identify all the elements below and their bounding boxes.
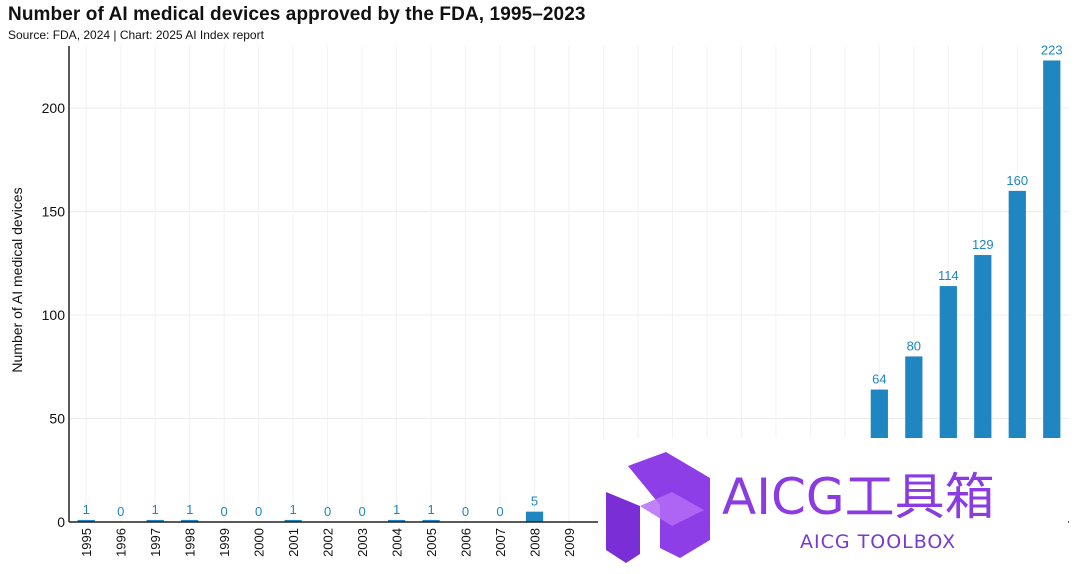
data-label-1999: 0 — [221, 504, 228, 519]
bar-2005 — [422, 519, 440, 522]
y-tick-label: 100 — [42, 307, 66, 323]
x-tick-label-2003: 2003 — [355, 528, 370, 557]
data-label-2003: 0 — [358, 504, 365, 519]
data-labels: 1 0 1 1 0 0 1 0 0 1 1 0 0 5 64 80 114 129 160 223 — [83, 42, 1063, 519]
aicg-logo-icon — [606, 452, 710, 563]
x-tick-label-2006: 2006 — [459, 528, 474, 557]
bar-2008 — [525, 511, 544, 522]
x-tick-label-2002: 2002 — [321, 528, 336, 557]
data-label-2006: 0 — [462, 504, 469, 519]
data-label-2019: 80 — [907, 338, 921, 353]
x-tick-label-2009: 2009 — [562, 528, 577, 557]
data-label-1996: 0 — [117, 504, 124, 519]
data-label-2002: 0 — [324, 504, 331, 519]
y-tick-label: 50 — [49, 411, 65, 427]
bar-1995 — [77, 519, 95, 522]
data-label-2022: 160 — [1006, 173, 1028, 188]
x-tick-label-1997: 1997 — [148, 528, 163, 557]
y-tick-label: 0 — [57, 514, 65, 530]
x-tick-label-2001: 2001 — [286, 528, 301, 557]
bar-2001 — [284, 519, 302, 522]
data-label-2007: 0 — [496, 504, 503, 519]
data-label-1998: 1 — [186, 502, 193, 517]
bar-2023 — [1043, 60, 1061, 522]
y-axis-label: Number of AI medical devices — [9, 187, 25, 372]
data-label-2018: 64 — [872, 372, 886, 387]
bar-1997 — [146, 519, 164, 522]
x-tick-label-2004: 2004 — [390, 528, 405, 557]
y-axis-ticks: 0 50 100 150 200 — [42, 100, 66, 530]
bar-1998 — [181, 519, 199, 522]
data-label-2021: 129 — [972, 237, 994, 252]
watermark-sub: AICG TOOLBOX — [800, 531, 956, 553]
data-label-2005: 1 — [427, 502, 434, 517]
x-tick-label-1999: 1999 — [217, 528, 232, 557]
chart-subtitle: Source: FDA, 2024 | Chart: 2025 AI Index… — [8, 28, 264, 42]
x-tick-label-2005: 2005 — [424, 528, 439, 557]
x-tick-label-1996: 1996 — [114, 528, 129, 557]
data-label-2023: 223 — [1041, 42, 1063, 57]
chart-title: Number of AI medical devices approved by… — [8, 4, 586, 25]
data-label-1997: 1 — [152, 502, 159, 517]
data-label-2004: 1 — [393, 502, 400, 517]
y-tick-label: 200 — [42, 100, 66, 116]
watermark: AICG工具箱 AICG TOOLBOX — [598, 438, 1068, 566]
y-tick-label: 150 — [42, 204, 66, 220]
x-tick-label-1995: 1995 — [79, 528, 94, 557]
bar-2004 — [387, 519, 406, 522]
data-label-2001: 1 — [290, 502, 297, 517]
watermark-brand: AICG工具箱 — [722, 468, 995, 526]
data-label-2008: 5 — [531, 494, 538, 509]
x-tick-label-1998: 1998 — [183, 528, 198, 557]
gridlines — [69, 46, 1069, 522]
x-tick-label-2008: 2008 — [528, 528, 543, 557]
data-label-2020: 114 — [938, 268, 959, 283]
x-tick-label-2007: 2007 — [493, 528, 508, 557]
data-label-2000: 0 — [255, 504, 262, 519]
data-label-1995: 1 — [83, 502, 90, 517]
x-tick-label-2000: 2000 — [252, 528, 267, 557]
